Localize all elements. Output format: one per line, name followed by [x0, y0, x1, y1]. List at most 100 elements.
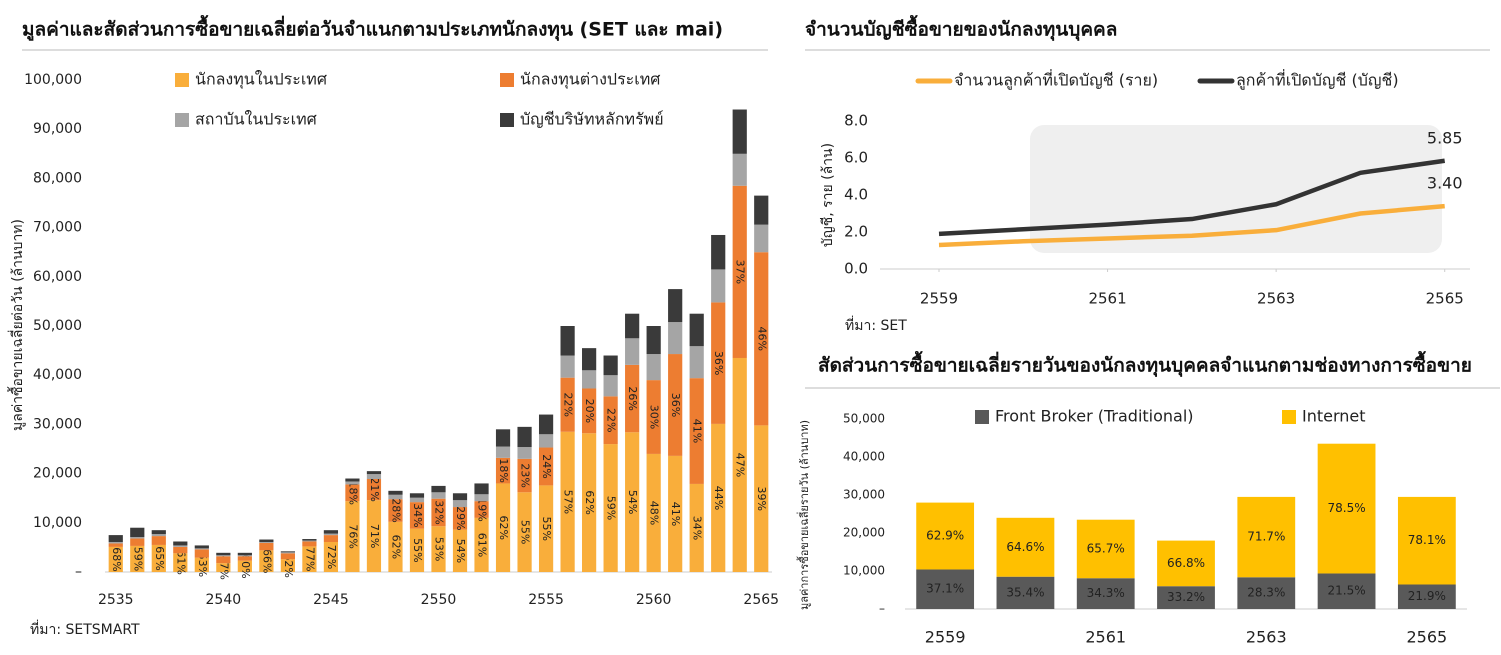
legend-swatch	[175, 113, 189, 127]
share-label: 71.7%	[1247, 530, 1285, 544]
y-tick-label: –	[75, 564, 82, 580]
share-label: 59%	[605, 496, 618, 520]
bar-segment	[560, 431, 575, 572]
share-label: 23%	[519, 463, 532, 487]
bar-segment	[560, 355, 575, 378]
legend-swatch	[1282, 410, 1296, 424]
bar-segment	[754, 224, 769, 253]
bar-segment	[388, 490, 403, 495]
legend-swatch	[500, 73, 514, 87]
bar-segment	[582, 370, 597, 389]
share-label: 37.1%	[926, 582, 964, 596]
bar-segment	[916, 569, 975, 609]
bar-segment	[280, 551, 295, 553]
bar-segment	[996, 517, 1055, 577]
y-tick-label: 50,000	[843, 412, 885, 426]
bar-segment	[345, 481, 360, 485]
y-tick-label: 4.0	[844, 186, 868, 204]
legend-label: Front Broker (Traditional)	[995, 407, 1194, 426]
y-tick-label: 60,000	[33, 269, 82, 285]
share-label: 21%	[368, 477, 381, 501]
y-tick-label: 6.0	[844, 149, 868, 167]
bar-segment	[996, 576, 1055, 609]
share-label: 48%	[648, 501, 661, 525]
bar-segment	[1076, 519, 1135, 579]
share-label: 34.3%	[1087, 586, 1125, 600]
x-tick-label: 2550	[421, 592, 457, 608]
share-label: 21.9%	[1408, 589, 1446, 603]
share-label: 77%	[303, 547, 316, 571]
x-tick-label: 2559	[920, 290, 958, 308]
bar-segment	[1237, 496, 1296, 578]
bar-segment	[280, 552, 295, 554]
source-note: ที่มา: SET	[845, 316, 907, 334]
share-label: 21.5%	[1328, 584, 1366, 598]
bar-segment	[323, 530, 339, 534]
bar-segment	[517, 458, 532, 493]
bar-segment	[366, 500, 382, 572]
share-label: 59%	[131, 547, 144, 571]
bar-segment	[323, 541, 339, 572]
bar-segment	[194, 549, 209, 558]
legend-label: ลูกค้าที่เปิดบัญชี (บัญชี)	[1236, 69, 1399, 91]
bar-segment	[259, 550, 274, 572]
x-tick-label: 2563	[1257, 290, 1295, 308]
bar-segment	[259, 542, 274, 551]
y-tick-label: 30,000	[843, 488, 885, 502]
bar-segment	[108, 541, 123, 544]
bar-segment	[388, 521, 403, 572]
bar-segment	[216, 556, 231, 564]
bar-segment	[474, 483, 489, 495]
bar-segment	[1237, 577, 1296, 609]
legend-swatch	[500, 113, 514, 127]
bar-segment	[452, 493, 468, 501]
bar-segment	[452, 507, 468, 530]
bar-segment	[302, 539, 317, 541]
bar-segment	[474, 501, 489, 518]
share-label: 36%	[712, 351, 725, 375]
bar-segment	[711, 234, 726, 270]
share-label: 64.6%	[1006, 540, 1044, 554]
y-tick-label: 100,000	[24, 72, 82, 88]
bar-segment	[130, 537, 145, 539]
y-axis-label: มูลค่าซื้อขายเฉลี่ยต่อวัน (ล้านบาท)	[7, 219, 26, 431]
bar-segment	[603, 355, 618, 376]
bar-segment	[431, 485, 446, 493]
share-label: 18%	[346, 481, 359, 505]
bar-segment	[194, 557, 209, 572]
bar-segment	[603, 375, 618, 397]
share-label: 35.4%	[1006, 585, 1044, 599]
bar-segment	[1397, 496, 1456, 585]
bar-segment	[582, 433, 597, 572]
bar-segment	[151, 530, 166, 535]
bar-segment	[495, 483, 511, 572]
bar-segment	[130, 545, 145, 572]
bar-segment	[689, 346, 704, 379]
bar-segment	[259, 539, 274, 542]
bar-segment	[668, 354, 683, 456]
share-label: 41%	[669, 502, 682, 526]
x-tick-label: 2535	[98, 592, 134, 608]
share-label: 65.7%	[1087, 541, 1125, 555]
bar-segment	[366, 471, 382, 475]
share-label: 33.2%	[1167, 590, 1205, 604]
bar-segment	[646, 326, 661, 355]
bar-segment	[280, 559, 295, 572]
bar-segment	[603, 396, 618, 445]
bar-segment	[108, 543, 123, 547]
bar-segment	[560, 326, 575, 356]
bar-segment	[194, 545, 209, 549]
bar-segment	[216, 552, 231, 556]
bar-segment	[108, 535, 123, 542]
bar-segment	[711, 269, 726, 303]
share-label: 37%	[734, 260, 747, 284]
bar-segment	[237, 556, 252, 561]
y-tick-label: 2.0	[844, 223, 868, 241]
share-label: 19%	[476, 497, 489, 521]
bar-segment	[452, 529, 468, 572]
legend-label: จำนวนลูกค้าที่เปิดบัญชี (ราย)	[954, 69, 1158, 91]
bar-segment	[216, 563, 231, 572]
bar-segment	[732, 109, 747, 154]
bar-segment	[431, 498, 446, 527]
